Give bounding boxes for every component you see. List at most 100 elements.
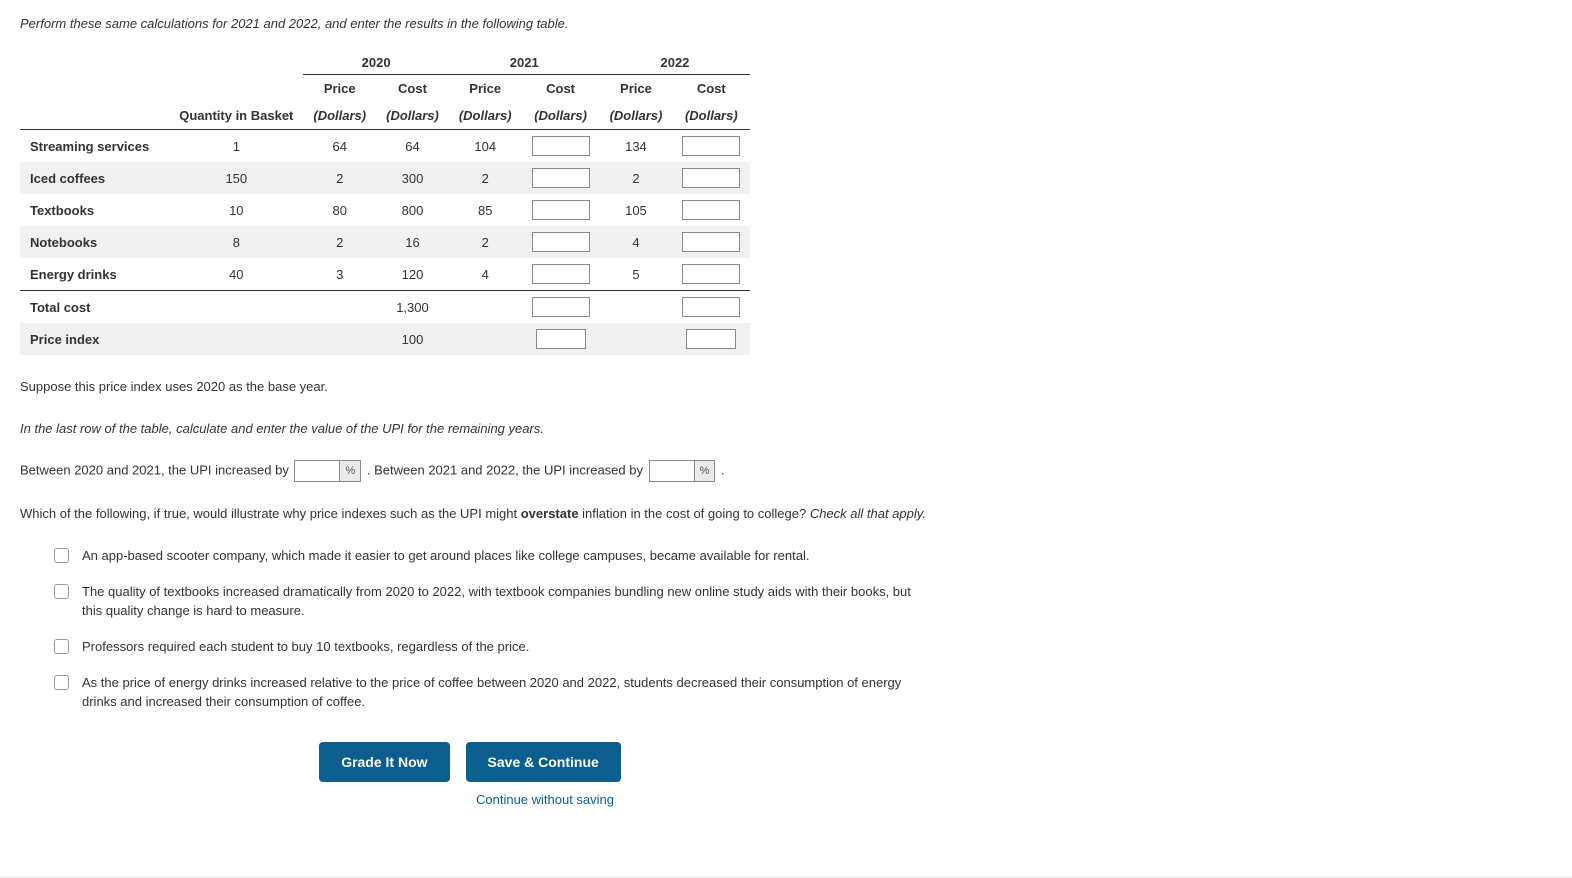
price-2020-cell: 80: [303, 194, 376, 226]
dollars-header: (Dollars): [600, 102, 673, 130]
price-2022-cell: 2: [600, 162, 673, 194]
price-2021-cell: 4: [449, 258, 522, 291]
dollars-header: (Dollars): [376, 102, 449, 130]
upi-text-2: . Between 2021 and 2022, the UPI increas…: [367, 462, 643, 477]
year-2022-header: 2022: [600, 49, 751, 75]
dollars-header: (Dollars): [303, 102, 376, 130]
upi-2021-2022-input[interactable]: [650, 461, 694, 481]
qty-header: Quantity in Basket: [169, 102, 303, 130]
cost-2022-input[interactable]: [682, 200, 740, 220]
dollars-header: (Dollars): [449, 102, 522, 130]
cost-2021-input[interactable]: [532, 136, 590, 156]
cost-2022-input[interactable]: [682, 168, 740, 188]
option-item: The quality of textbooks increased drama…: [50, 582, 920, 621]
year-2020-header: 2020: [303, 49, 448, 75]
cost-2020-cell: 800: [376, 194, 449, 226]
total-cost-label: Total cost: [20, 291, 169, 324]
price-2021-cell: 104: [449, 130, 522, 163]
save-continue-button[interactable]: Save & Continue: [466, 742, 621, 782]
price-2022-cell: 5: [600, 258, 673, 291]
price-2021-cell: 85: [449, 194, 522, 226]
price-index-2022-input[interactable]: [686, 329, 736, 349]
option-item: Professors required each student to buy …: [50, 637, 920, 657]
upi-instruction: In the last row of the table, calculate …: [20, 419, 1552, 439]
qty-cell: 40: [169, 258, 303, 291]
item-label: Notebooks: [20, 226, 169, 258]
upi-text-1: Between 2020 and 2021, the UPI increased…: [20, 462, 289, 477]
qty-cell: 10: [169, 194, 303, 226]
table-row: Iced coffees150230022: [20, 162, 750, 194]
price-2022-cell: 134: [600, 130, 673, 163]
qty-cell: 150: [169, 162, 303, 194]
cost-2021-input[interactable]: [532, 168, 590, 188]
qty-cell: 8: [169, 226, 303, 258]
upi-2020-2021-input[interactable]: [295, 461, 339, 481]
footer-divider: [0, 877, 1572, 878]
base-year-note: Suppose this price index uses 2020 as th…: [20, 377, 1552, 397]
option-list: An app-based scooter company, which made…: [20, 546, 1552, 712]
option-checkbox[interactable]: [54, 639, 69, 654]
cost-2020-cell: 16: [376, 226, 449, 258]
price-index-table: 2020 2021 2022 Price Cost Price Cost Pri…: [20, 49, 750, 355]
option-item: An app-based scooter company, which made…: [50, 546, 920, 566]
option-checkbox[interactable]: [54, 548, 69, 563]
price-header: Price: [303, 75, 376, 103]
instruction-top: Perform these same calculations for 2021…: [20, 16, 1552, 31]
price-2020-cell: 2: [303, 226, 376, 258]
price-2021-cell: 2: [449, 226, 522, 258]
option-label: As the price of energy drinks increased …: [82, 673, 920, 712]
upi-2020-2021-group: %: [294, 460, 361, 482]
dollars-header: (Dollars): [672, 102, 750, 130]
item-label: Iced coffees: [20, 162, 169, 194]
price-2020-cell: 64: [303, 130, 376, 163]
price-2022-cell: 105: [600, 194, 673, 226]
grade-button[interactable]: Grade It Now: [319, 742, 449, 782]
price-index-label: Price index: [20, 323, 169, 355]
option-checkbox[interactable]: [54, 675, 69, 690]
item-label: Energy drinks: [20, 258, 169, 291]
cost-2022-input[interactable]: [682, 264, 740, 284]
price-2020-cell: 2: [303, 162, 376, 194]
table-row: Notebooks821624: [20, 226, 750, 258]
table-row: Streaming services16464104134: [20, 130, 750, 163]
cost-header: Cost: [376, 75, 449, 103]
total-cost-2021-input[interactable]: [532, 297, 590, 317]
upi-text-3: .: [721, 462, 725, 477]
table-row: Energy drinks4031204 5: [20, 258, 750, 291]
cost-2020-cell: 300: [376, 162, 449, 194]
cost-2022-input[interactable]: [682, 232, 740, 252]
percent-suffix: %: [694, 461, 715, 481]
upi-change-sentence: Between 2020 and 2021, the UPI increased…: [20, 460, 1552, 482]
price-2021-cell: 2: [449, 162, 522, 194]
price-index-2020: 100: [376, 323, 449, 355]
price-2020-cell: 3: [303, 258, 376, 291]
year-2021-header: 2021: [449, 49, 600, 75]
price-2022-cell: 4: [600, 226, 673, 258]
overstate-question: Which of the following, if true, would i…: [20, 504, 1552, 524]
cost-2022-input[interactable]: [682, 136, 740, 156]
cost-header: Cost: [522, 75, 600, 103]
option-label: An app-based scooter company, which made…: [82, 546, 809, 566]
question-page: Perform these same calculations for 2021…: [0, 0, 1572, 847]
option-checkbox[interactable]: [54, 584, 69, 599]
continue-without-saving-link[interactable]: Continue without saving: [476, 792, 614, 807]
total-cost-2022-input[interactable]: [682, 297, 740, 317]
price-index-2021-input[interactable]: [536, 329, 586, 349]
dollars-header: (Dollars): [522, 102, 600, 130]
cost-2020-cell: 120: [376, 258, 449, 291]
cost-2021-input[interactable]: [532, 264, 590, 284]
price-header: Price: [449, 75, 522, 103]
upi-2021-2022-group: %: [649, 460, 716, 482]
qty-cell: 1: [169, 130, 303, 163]
option-item: As the price of energy drinks increased …: [50, 673, 920, 712]
percent-suffix: %: [339, 461, 360, 481]
table-row: Textbooks108080085 105: [20, 194, 750, 226]
cost-2021-input[interactable]: [532, 200, 590, 220]
total-cost-2020: 1,300: [376, 291, 449, 324]
cost-header: Cost: [672, 75, 750, 103]
price-header: Price: [600, 75, 673, 103]
item-label: Textbooks: [20, 194, 169, 226]
option-label: Professors required each student to buy …: [82, 637, 529, 657]
cost-2020-cell: 64: [376, 130, 449, 163]
cost-2021-input[interactable]: [532, 232, 590, 252]
